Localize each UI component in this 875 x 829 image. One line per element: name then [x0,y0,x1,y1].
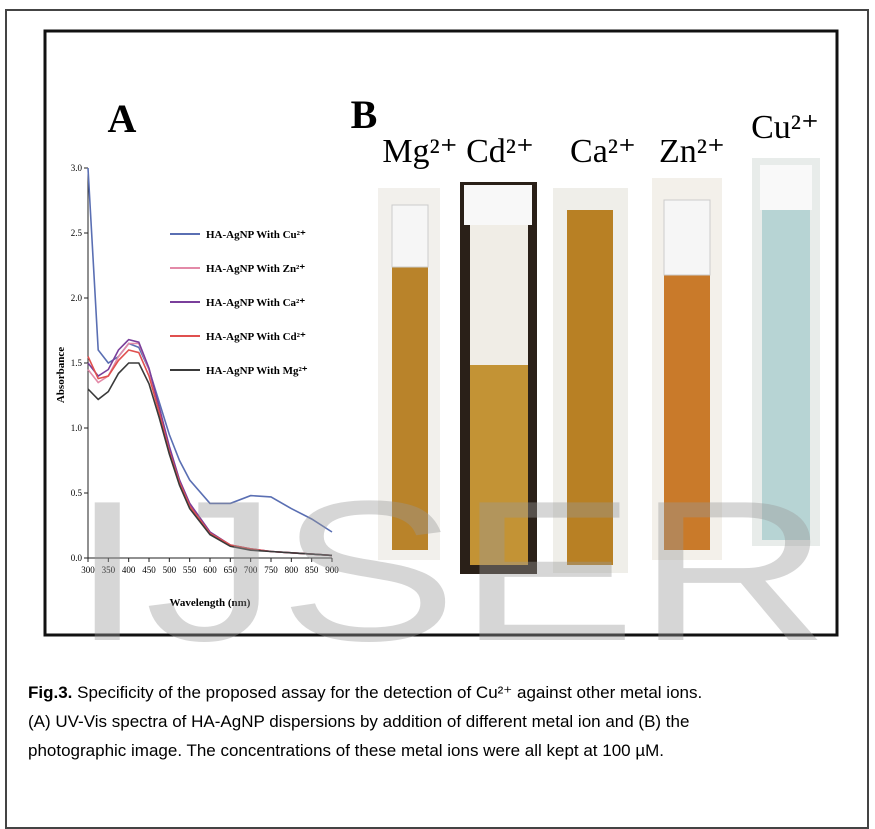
x-tick-label: 900 [325,565,339,575]
x-tick-label: 500 [163,565,177,575]
x-tick-label: 550 [183,565,197,575]
watermark: IJSER [70,460,830,683]
series-line [87,362,333,557]
tube-cap [663,199,711,276]
legend-label: HA-AgNP With Mg²⁺ [206,365,308,377]
y-tick-label: 1.5 [71,358,83,368]
caption-label: Fig.3. [28,683,72,702]
y-tick-label: 2.0 [71,293,83,303]
x-tick-label: 650 [224,565,238,575]
tube [762,210,810,540]
chart: Wavelength (nm) Absorbance 0.0 0.5 1.0 1.5 2… [55,163,339,609]
x-tick-label: 300 [81,565,95,575]
caption-line: (A) UV-Vis spectra of HA-AgNP dispersion… [28,712,689,731]
tube [567,210,613,565]
legend-label: HA-AgNP With Zn²⁺ [206,263,305,275]
photo-label: Cu²⁺ [751,109,819,146]
x-tick-label: 450 [142,565,156,575]
caption-line: Specificity of the proposed assay for th… [72,683,702,702]
y-tick-label: 0.0 [71,553,83,563]
x-tick-label: 850 [305,565,319,575]
y-axis-label: Absorbance [55,347,67,403]
x-axis-label: Wavelength (nm) [170,597,251,609]
y-tick-label: 1.0 [71,423,83,433]
tube-cap [391,204,429,268]
panel-label: A [108,96,137,141]
tube [664,270,710,550]
caption-line: photographic image. The concentrations o… [28,741,664,760]
x-tick-label: 600 [203,565,217,575]
y-tick-label: 0.5 [71,488,83,498]
caption: Fig.3. Specificity of the proposed assay… [28,683,702,702]
x-tick-label: 750 [264,565,278,575]
tube-cap [464,185,532,225]
photo-label: Mg²⁺ [382,133,457,170]
legend-label: HA-AgNP With Cd²⁺ [206,331,306,343]
x-tick-label: 400 [122,565,136,575]
tube-top [470,225,528,365]
photo-label: Cd²⁺ [466,133,534,170]
x-tick-label: 800 [285,565,299,575]
photo-label: Ca²⁺ [570,133,636,170]
panel-label: B [351,92,378,137]
x-tick-label: 350 [102,565,116,575]
y-tick-label: 2.5 [71,228,83,238]
series-line [87,167,333,533]
legend-label: HA-AgNP With Ca²⁺ [206,297,305,309]
photographs [378,158,820,574]
tube-cap [760,165,812,210]
y-tick-label: 3.0 [71,163,83,173]
legend-label: HA-AgNP With Cu²⁺ [206,229,306,241]
photo-label: Zn²⁺ [659,133,725,170]
x-tick-label: 700 [244,565,258,575]
tube [392,260,428,550]
